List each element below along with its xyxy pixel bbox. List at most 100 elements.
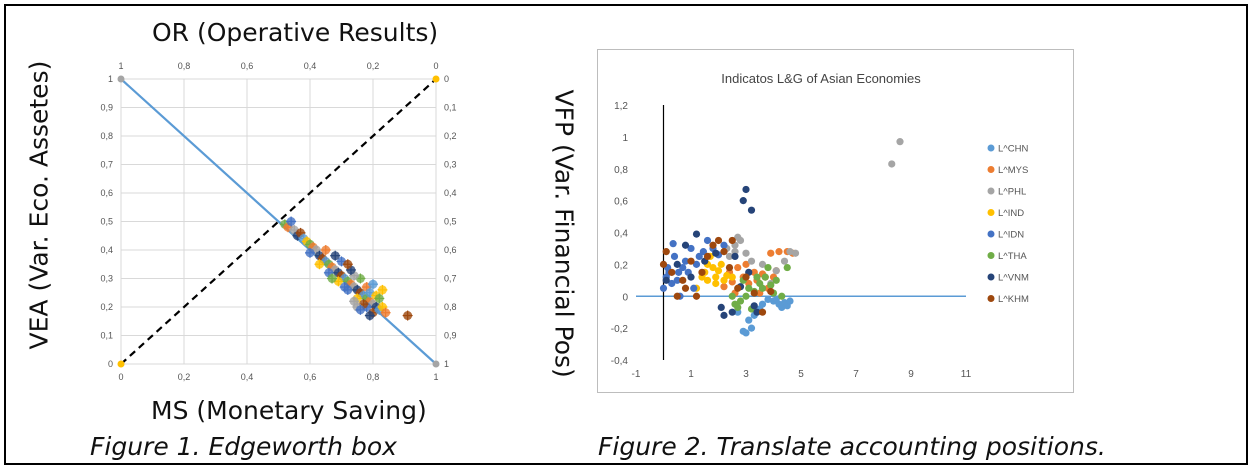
legend-label: L^KHM xyxy=(998,294,1029,305)
series-point xyxy=(659,260,668,268)
series-point xyxy=(758,300,767,308)
series-point xyxy=(734,303,742,312)
series-point xyxy=(679,276,687,284)
series-point xyxy=(725,252,734,261)
series-point xyxy=(739,197,747,205)
y-tick-label: -0,4 xyxy=(611,356,629,367)
series-point xyxy=(736,236,745,245)
series-point xyxy=(736,297,745,305)
y-tick-label: 0,5 xyxy=(100,217,113,227)
asian-economies-scatter-chart: Indicatos L&G of Asian Economies -0,4 -0,2… xyxy=(611,71,1029,380)
y-tick-label: -0,2 xyxy=(611,324,629,335)
series-point xyxy=(692,260,701,268)
fig1-bottom-axis-label: MS (Monetary Saving) xyxy=(151,396,427,425)
y-tick-label: 0,4 xyxy=(100,245,113,255)
series-point xyxy=(758,308,767,316)
top-tick-label: 1 xyxy=(118,61,123,71)
legend-marker xyxy=(987,166,995,173)
series-point xyxy=(681,284,690,292)
x-tick-label: 0 xyxy=(118,372,123,382)
right-tick-label: 0,6 xyxy=(444,245,457,255)
right-tick-label: 0,4 xyxy=(444,188,457,198)
y-tick-label: 0,6 xyxy=(614,197,628,208)
y-tick-label: 0,8 xyxy=(614,165,628,176)
legend-label: L^MYS xyxy=(998,165,1028,176)
corner-point xyxy=(432,75,440,83)
legend-label: L^IND xyxy=(998,208,1024,219)
fig1-left-axis-label: VEA (Var. Eco. Assetes) xyxy=(24,60,54,350)
series-point xyxy=(786,297,794,305)
x-tick-label: 0,4 xyxy=(241,372,254,382)
y-tick-label: 0 xyxy=(622,292,628,303)
series-point xyxy=(750,289,758,297)
series-point xyxy=(695,252,703,261)
top-tick-label: 0 xyxy=(433,61,438,71)
series-point xyxy=(714,236,723,245)
series-point xyxy=(750,302,758,310)
y-tick-label: 0 xyxy=(108,359,113,369)
series-point xyxy=(767,249,775,257)
legend-label: L^CHN xyxy=(998,144,1028,155)
series-point xyxy=(783,263,791,272)
fig2-left-axis-label: VFP (Var. Financial Pos) xyxy=(549,89,579,378)
series-point xyxy=(742,260,750,268)
y-tick-label: 0,7 xyxy=(100,160,113,170)
series-point xyxy=(761,273,769,281)
top-tick-label: 0,8 xyxy=(178,61,191,71)
chart2-box: Indicatos L&G of Asian Economies -0,4 -0,2… xyxy=(597,49,1074,393)
series-point xyxy=(720,283,728,291)
series-point xyxy=(775,248,783,256)
top-tick-label: 0,4 xyxy=(304,61,317,71)
series-point xyxy=(703,252,712,261)
right-tick-label: 0,9 xyxy=(444,331,457,341)
series-point xyxy=(709,241,717,249)
series-point xyxy=(681,257,690,265)
series-point xyxy=(767,287,775,296)
right-tick-label: 0,7 xyxy=(444,274,457,284)
series-point xyxy=(669,240,677,248)
series-point xyxy=(742,273,750,281)
y-tick-label: 0,4 xyxy=(614,229,628,240)
x-tick-label: 0,6 xyxy=(304,372,317,382)
legend-marker xyxy=(987,252,995,259)
legend-marker xyxy=(987,230,995,238)
legend-marker xyxy=(987,273,995,281)
series-point xyxy=(896,138,904,146)
series-point xyxy=(662,276,670,284)
x-tick-label: 3 xyxy=(743,369,749,380)
series-point xyxy=(786,248,794,256)
series-point xyxy=(747,206,756,214)
series-point xyxy=(709,263,717,272)
x-tick-label: 5 xyxy=(798,369,804,380)
legend-marker xyxy=(987,144,995,152)
legend-marker xyxy=(987,209,995,216)
series-point xyxy=(764,295,772,304)
series-point xyxy=(690,284,698,292)
series-point xyxy=(731,252,739,261)
top-tick-label: 0,6 xyxy=(241,61,254,71)
series-point xyxy=(742,329,750,337)
corner-point xyxy=(117,75,125,83)
series-point xyxy=(767,281,775,289)
series-point xyxy=(698,268,706,276)
series-point xyxy=(675,268,683,276)
series-point xyxy=(791,249,800,257)
series-point xyxy=(717,260,725,268)
right-tick-label: 0,2 xyxy=(444,131,457,141)
series-point xyxy=(742,292,750,300)
series-point xyxy=(753,273,761,281)
series-point xyxy=(778,292,786,300)
series-point xyxy=(747,324,756,332)
series-point xyxy=(703,236,712,245)
x-tick-label: 0,8 xyxy=(367,372,380,382)
series-point xyxy=(659,284,668,292)
legend-marker xyxy=(987,187,995,195)
series-point xyxy=(734,263,742,272)
series-point xyxy=(772,267,780,275)
series-point xyxy=(728,273,736,281)
series-point xyxy=(742,249,750,257)
series-point xyxy=(703,276,712,284)
series-point xyxy=(714,267,723,275)
series-point xyxy=(673,260,681,268)
x-tick-label: 7 xyxy=(853,369,859,380)
